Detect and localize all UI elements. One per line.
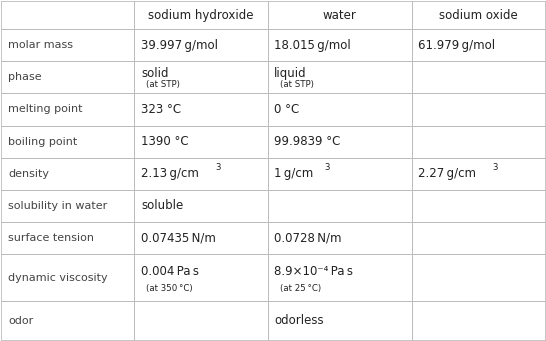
Text: melting point: melting point	[8, 104, 82, 115]
Text: 0.0728 N/m: 0.0728 N/m	[274, 232, 342, 244]
Text: (at STP): (at STP)	[146, 80, 180, 89]
Text: density: density	[8, 169, 49, 179]
Text: liquid: liquid	[274, 66, 307, 80]
Text: 1390 °C: 1390 °C	[141, 135, 188, 148]
Text: water: water	[323, 9, 357, 22]
Text: 2.27 g/cm: 2.27 g/cm	[418, 167, 476, 180]
Text: 0.07435 N/m: 0.07435 N/m	[141, 232, 216, 244]
Text: (at 25 °C): (at 25 °C)	[280, 284, 321, 293]
Text: 18.015 g/mol: 18.015 g/mol	[274, 39, 351, 52]
Text: odorless: odorless	[274, 314, 324, 327]
Text: solid: solid	[141, 66, 169, 80]
Text: soluble: soluble	[141, 199, 183, 212]
Text: (at STP): (at STP)	[280, 80, 313, 89]
Text: phase: phase	[8, 72, 41, 82]
Text: 8.9×10⁻⁴ Pa s: 8.9×10⁻⁴ Pa s	[274, 265, 353, 278]
Text: dynamic viscosity: dynamic viscosity	[8, 273, 108, 283]
Text: 3: 3	[215, 163, 221, 173]
Text: boiling point: boiling point	[8, 137, 77, 147]
Text: molar mass: molar mass	[8, 40, 73, 50]
Text: solubility in water: solubility in water	[8, 201, 107, 211]
Text: surface tension: surface tension	[8, 233, 94, 243]
Text: 0 °C: 0 °C	[274, 103, 299, 116]
Text: 2.13 g/cm: 2.13 g/cm	[141, 167, 199, 180]
Text: 61.979 g/mol: 61.979 g/mol	[418, 39, 495, 52]
Text: odor: odor	[8, 315, 33, 326]
Text: 39.997 g/mol: 39.997 g/mol	[141, 39, 218, 52]
Text: 3: 3	[324, 163, 330, 173]
Text: sodium oxide: sodium oxide	[438, 9, 518, 22]
Text: sodium hydroxide: sodium hydroxide	[149, 9, 254, 22]
Text: 99.9839 °C: 99.9839 °C	[274, 135, 341, 148]
Text: 3: 3	[492, 163, 498, 173]
Text: 323 °C: 323 °C	[141, 103, 181, 116]
Text: (at 350 °C): (at 350 °C)	[146, 284, 193, 293]
Text: 1 g/cm: 1 g/cm	[274, 167, 313, 180]
Text: 0.004 Pa s: 0.004 Pa s	[141, 265, 199, 278]
